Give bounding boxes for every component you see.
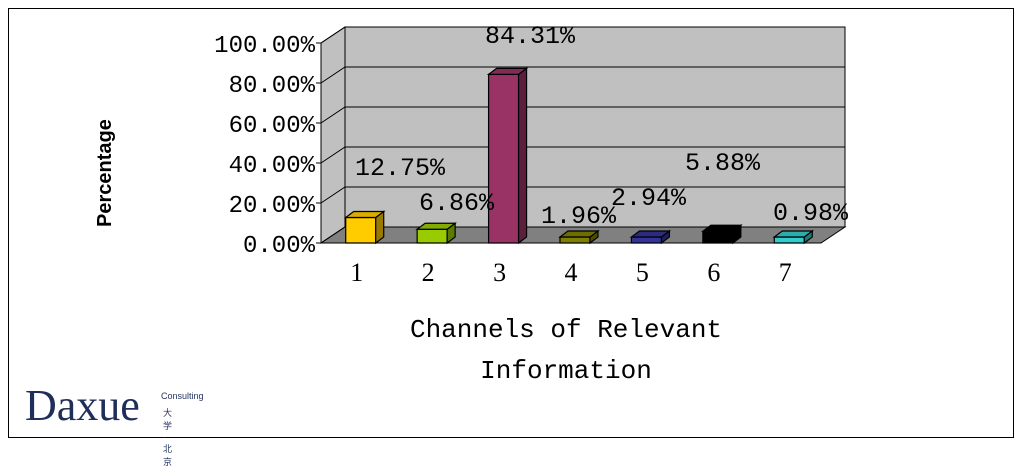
x-tick-label: 1 (350, 258, 363, 287)
gridlines (316, 26, 845, 244)
data-label: 0.98% (773, 199, 849, 228)
gridline (320, 66, 845, 84)
y-tick-labels: 0.00% 20.00% 40.00% 60.00% 80.00% 100.00% (214, 33, 315, 260)
y-tick-label: 100.00% (214, 33, 315, 60)
bar (343, 210, 386, 245)
data-label: 2.94% (611, 184, 687, 213)
data-labels: 12.75% 6.86% 84.31% 1.96%2.94% 5.88% 0.98% (355, 22, 849, 231)
bar (701, 224, 743, 245)
bar (629, 229, 672, 245)
data-label: 1.96% (541, 202, 617, 231)
gridline (320, 106, 845, 124)
bar (415, 222, 457, 245)
y-axis-label: Percentage (94, 119, 116, 227)
x-tick-label: 4 (565, 258, 578, 287)
gridline (320, 186, 845, 204)
bars (343, 67, 815, 245)
data-label: 84.31% (485, 22, 576, 51)
x-tick-label: 5 (636, 258, 649, 287)
logo-main-text: Daxue (25, 381, 140, 430)
chart-frame: 0.00% 20.00% 40.00% 60.00% 80.00% 100.00% 1 2 3… (8, 8, 1014, 468)
gridline (320, 146, 845, 164)
data-label: 5.88% (685, 149, 761, 178)
x-tick-label: 2 (422, 258, 435, 287)
bar (486, 67, 529, 245)
x-tick-labels: 1 2 3 4 5 6 7 (350, 258, 792, 287)
data-label: 12.75% (355, 154, 446, 183)
x-tick-label: 7 (779, 258, 792, 287)
logo-sub-text: Consulting (161, 391, 204, 401)
gridline (320, 226, 845, 244)
y-tick-label: 20.00% (229, 193, 316, 220)
x-axis-label: Channels of Relevant Information (410, 315, 722, 386)
y-tick-label: 0.00% (243, 233, 316, 260)
logo-chinese-text: 大学·北京 (163, 408, 173, 467)
y-tick-label: 60.00% (229, 113, 316, 140)
data-label: 6.86% (419, 189, 495, 218)
y-tick-label: 80.00% (229, 73, 316, 100)
y-tick-label: 40.00% (229, 153, 316, 180)
daxue-logo: Daxue Consulting 大学·北京 (25, 381, 204, 468)
bar-chart: 0.00% 20.00% 40.00% 60.00% 80.00% 100.00% 1 2 3… (94, 22, 849, 386)
bar (772, 229, 815, 245)
bar (558, 229, 600, 245)
chart-side-wall (320, 26, 346, 244)
gridline (320, 26, 845, 44)
x-tick-label: 3 (493, 258, 506, 287)
x-tick-label: 6 (707, 258, 720, 287)
